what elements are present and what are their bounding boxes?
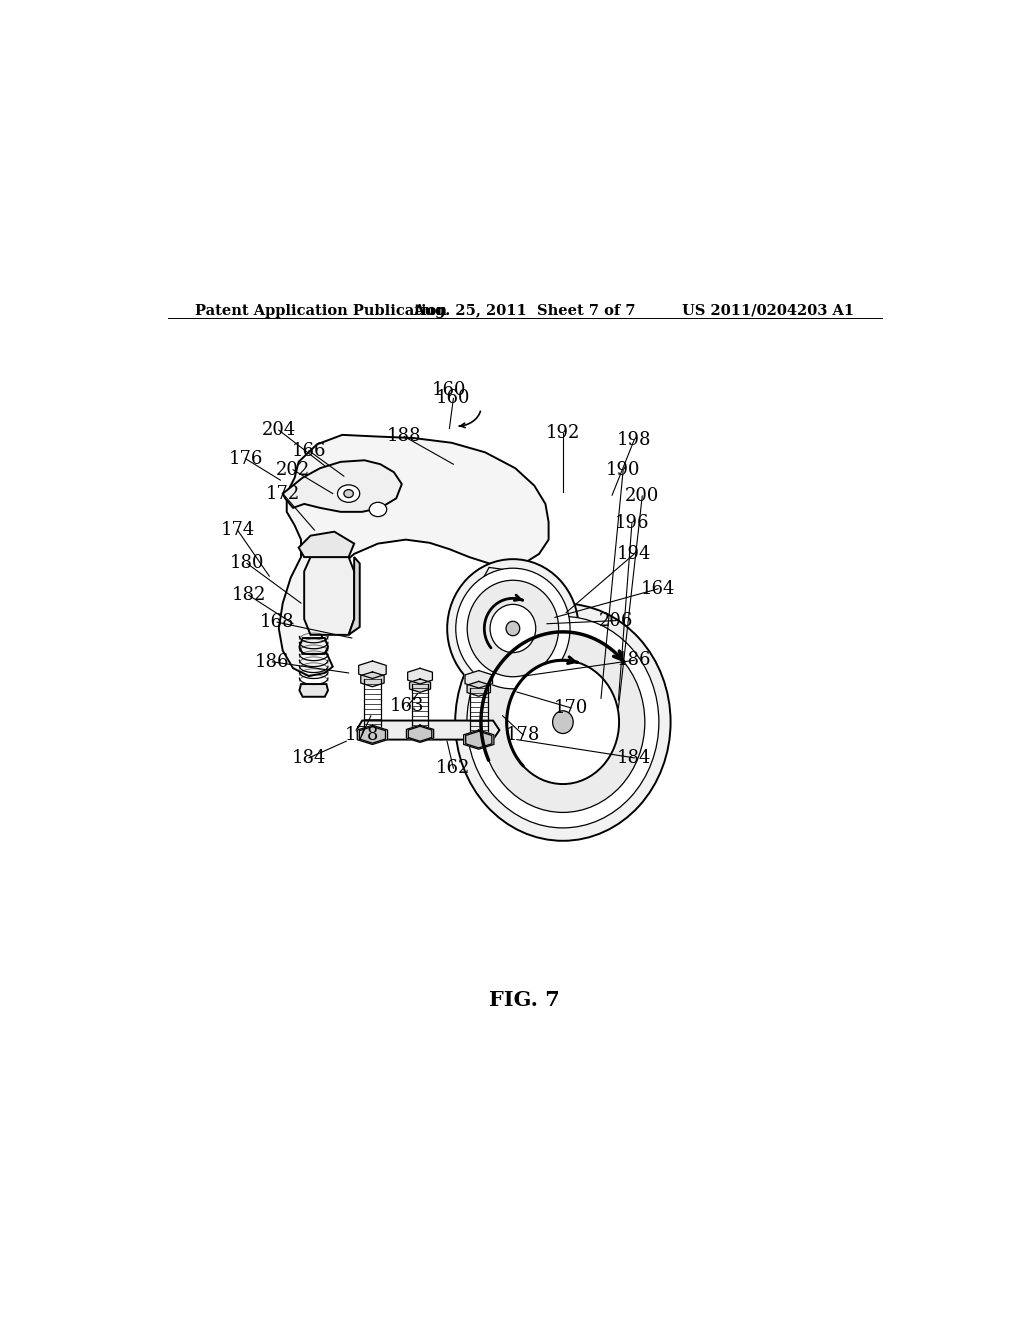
Polygon shape [356, 721, 500, 739]
Polygon shape [469, 568, 543, 631]
Polygon shape [299, 532, 354, 557]
Text: 176: 176 [228, 450, 262, 467]
Polygon shape [304, 557, 354, 635]
Text: 188: 188 [387, 428, 422, 445]
Polygon shape [464, 730, 494, 750]
Text: 186: 186 [255, 653, 290, 671]
Ellipse shape [507, 660, 620, 784]
Polygon shape [360, 672, 384, 686]
Text: 168: 168 [260, 614, 295, 631]
Text: 184: 184 [292, 748, 326, 767]
Polygon shape [358, 661, 386, 678]
Text: 206: 206 [599, 611, 633, 630]
Polygon shape [359, 726, 385, 743]
Polygon shape [357, 725, 387, 744]
Polygon shape [409, 726, 432, 742]
Text: 184: 184 [617, 748, 651, 767]
Text: 178: 178 [345, 726, 379, 744]
Polygon shape [467, 681, 490, 696]
Text: 160: 160 [436, 389, 471, 408]
Polygon shape [283, 461, 401, 512]
Ellipse shape [481, 632, 645, 812]
Polygon shape [407, 725, 433, 742]
Ellipse shape [506, 622, 520, 636]
Text: 204: 204 [262, 421, 296, 440]
Polygon shape [299, 638, 328, 653]
Text: 172: 172 [265, 484, 300, 503]
Polygon shape [348, 557, 359, 635]
Text: 202: 202 [275, 461, 310, 479]
Text: US 2011/0204203 A1: US 2011/0204203 A1 [682, 304, 854, 318]
Text: 196: 196 [614, 513, 649, 532]
Ellipse shape [344, 490, 353, 498]
Text: Aug. 25, 2011  Sheet 7 of 7: Aug. 25, 2011 Sheet 7 of 7 [414, 304, 636, 318]
Text: 200: 200 [625, 487, 659, 506]
Ellipse shape [456, 603, 671, 841]
Text: 178: 178 [506, 726, 541, 744]
Text: 198: 198 [617, 430, 651, 449]
Polygon shape [410, 678, 430, 692]
Polygon shape [466, 731, 492, 748]
Text: 163: 163 [390, 697, 425, 715]
Polygon shape [279, 434, 549, 676]
Ellipse shape [447, 560, 579, 698]
Ellipse shape [370, 503, 387, 516]
Text: Patent Application Publication: Patent Application Publication [196, 304, 447, 318]
Text: 170: 170 [554, 698, 588, 717]
Text: 166: 166 [292, 442, 327, 459]
Text: 160: 160 [432, 381, 467, 400]
Text: 194: 194 [617, 545, 651, 562]
Text: FIG. 7: FIG. 7 [489, 990, 560, 1010]
Text: 180: 180 [229, 554, 264, 573]
Ellipse shape [490, 605, 536, 652]
Ellipse shape [338, 484, 359, 503]
Ellipse shape [467, 616, 658, 828]
Polygon shape [299, 684, 328, 697]
Ellipse shape [553, 710, 573, 734]
Ellipse shape [467, 581, 559, 677]
Text: 182: 182 [231, 586, 266, 605]
Text: 186: 186 [617, 651, 651, 669]
Text: 174: 174 [220, 521, 255, 539]
Polygon shape [465, 671, 493, 688]
Text: 164: 164 [641, 579, 675, 598]
Text: 190: 190 [606, 461, 640, 479]
Ellipse shape [456, 568, 570, 689]
Text: 192: 192 [546, 424, 580, 442]
Text: 162: 162 [436, 759, 471, 777]
Polygon shape [408, 668, 432, 684]
